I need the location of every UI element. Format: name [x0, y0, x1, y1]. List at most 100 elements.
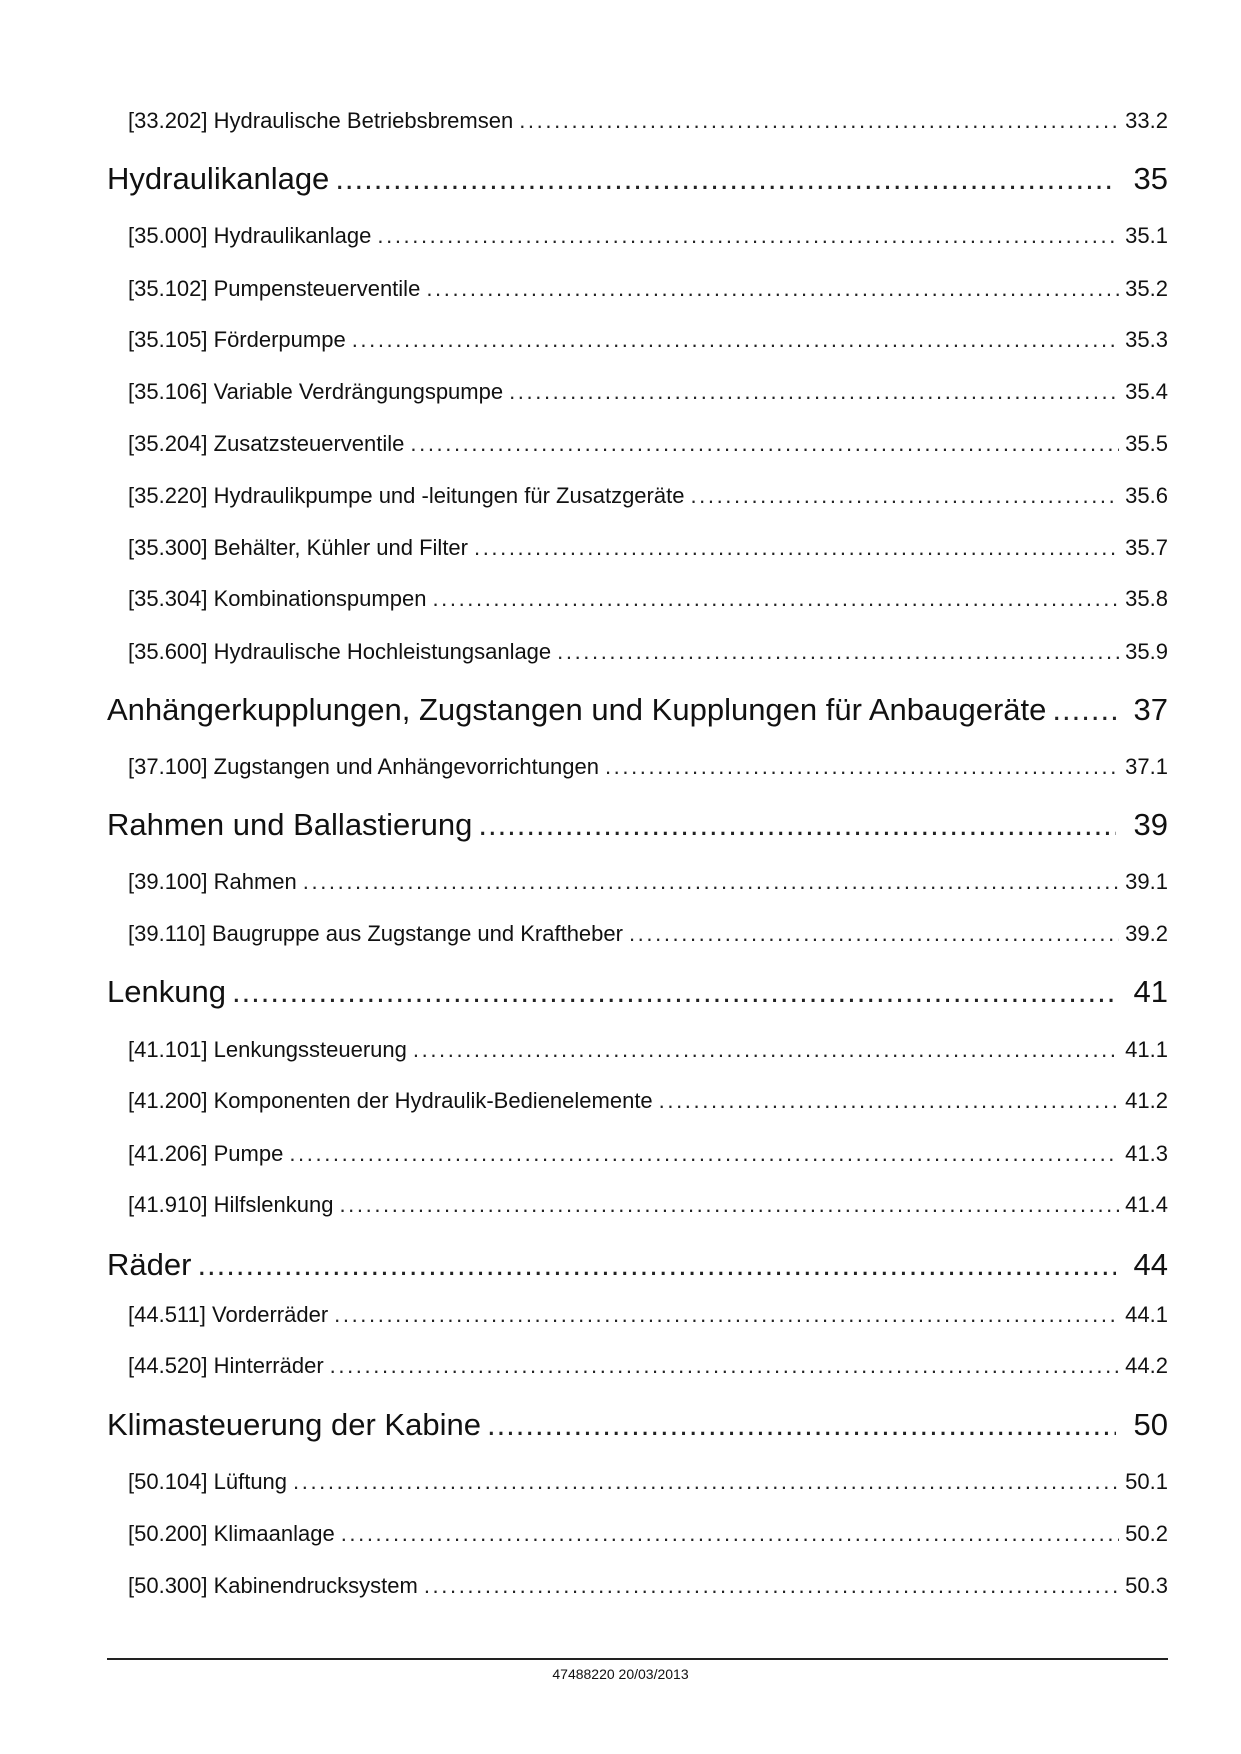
toc-section-entry[interactable]: [50.104] Lüftung........................… [128, 1469, 1168, 1499]
toc-entry-page: 41 [1133, 973, 1168, 1009]
toc-chapter-entry[interactable]: Lenkung.................................… [107, 974, 1168, 1014]
toc-chapter-entry[interactable]: Anhängerkupplungen, Zugstangen und Kuppl… [107, 692, 1168, 732]
toc-section-entry[interactable]: [41.206] Pumpe..........................… [128, 1141, 1168, 1171]
dot-leader: ........................................… [658, 1088, 1120, 1114]
toc-entry-title: [50.300] Kabinendrucksystem [128, 1572, 418, 1598]
toc-section-entry[interactable]: [35.105] Förderpumpe....................… [128, 327, 1168, 357]
toc-entry-page: 35.1 [1125, 223, 1168, 249]
toc-section-entry[interactable]: [50.300] Kabinendrucksystem.............… [128, 1573, 1168, 1603]
toc-entry-page: 44 [1133, 1246, 1168, 1282]
toc-chapter-entry[interactable]: Hydraulikanlage.........................… [107, 161, 1168, 201]
toc-entry-page: 35.2 [1125, 275, 1168, 301]
toc-entry-title: Klimasteuerung der Kabine [107, 1406, 481, 1442]
toc-entry-page: 37.1 [1125, 754, 1168, 780]
dot-leader: ........................................… [1052, 692, 1115, 728]
dot-leader: ........................................… [339, 1192, 1119, 1218]
toc-entry-title: [50.200] Klimaanlage [128, 1521, 335, 1547]
toc-entry-page: 35.6 [1125, 482, 1168, 508]
toc-section-entry[interactable]: [41.910] Hilfslenkung...................… [128, 1192, 1168, 1222]
dot-leader: ........................................… [474, 535, 1120, 561]
toc-entry-page: 44.2 [1125, 1353, 1168, 1379]
toc-section-entry[interactable]: [35.304] Kombinationspumpen.............… [128, 586, 1168, 616]
toc-entry-page: 50.3 [1125, 1572, 1168, 1598]
toc-section-entry[interactable]: [35.600] Hydraulische Hochleistungsanlag… [128, 639, 1168, 669]
toc-section-entry[interactable]: [44.511] Vorderräder....................… [128, 1302, 1168, 1332]
toc-section-entry[interactable]: [39.110] Baugruppe aus Zugstange und Kra… [128, 921, 1168, 951]
dot-leader: ........................................… [334, 1302, 1120, 1327]
toc-entry-title: [35.220] Hydraulikpumpe und -leitungen f… [128, 482, 685, 508]
dot-leader: ........................................… [690, 482, 1120, 508]
dot-leader: ........................................… [432, 586, 1119, 612]
toc-entry-page: 35.5 [1125, 431, 1168, 457]
toc-chapter-entry[interactable]: Klimasteuerung der Kabine...............… [107, 1407, 1168, 1447]
dot-leader: ........................................… [329, 1353, 1120, 1379]
toc-entry-title: Räder [107, 1246, 192, 1282]
toc-entry-page: 50 [1133, 1406, 1168, 1442]
dot-leader: ........................................… [340, 1521, 1119, 1547]
dot-leader: ........................................… [231, 973, 1116, 1009]
dot-leader: ........................................… [377, 223, 1119, 249]
dot-leader: ........................................… [519, 107, 1119, 133]
toc-section-entry[interactable]: [50.200] Klimaanlage....................… [128, 1521, 1168, 1551]
toc-entry-title: Anhängerkupplungen, Zugstangen und Kuppl… [107, 692, 1047, 728]
toc-entry-title: [33.202] Hydraulische Betriebsbremsen [128, 107, 514, 133]
dot-leader: ........................................… [335, 161, 1115, 197]
toc-entry-page: 35.3 [1125, 327, 1168, 353]
toc-section-entry[interactable]: [35.000] Hydraulikanlage................… [128, 223, 1168, 253]
toc-entry-title: [44.520] Hinterräder [128, 1353, 324, 1379]
dot-leader: ........................................… [410, 431, 1119, 457]
dot-leader: ........................................… [289, 1141, 1120, 1166]
toc-entry-page: 50.2 [1125, 1521, 1168, 1547]
toc-entry-title: [37.100] Zugstangen und Anhängevorrichtu… [128, 754, 599, 780]
toc-entry-title: Hydraulikanlage [107, 161, 330, 197]
dot-leader: ........................................… [604, 754, 1119, 780]
toc-entry-page: 41.1 [1125, 1037, 1168, 1063]
toc-section-entry[interactable]: [39.100] Rahmen.........................… [128, 869, 1168, 899]
toc-section-entry[interactable]: [35.300] Behälter, Kühler und Filter....… [128, 535, 1168, 565]
dot-leader: ........................................… [197, 1246, 1116, 1282]
toc-entry-title: [35.304] Kombinationspumpen [128, 586, 427, 612]
toc-chapter-entry[interactable]: Räder...................................… [107, 1247, 1168, 1287]
toc-section-entry[interactable]: [44.520] Hinterräder....................… [128, 1353, 1168, 1383]
toc-entry-title: [35.105] Förderpumpe [128, 327, 346, 353]
dot-leader: ........................................… [423, 1572, 1119, 1598]
toc-entry-title: [41.910] Hilfslenkung [128, 1192, 334, 1218]
toc-entry-title: [35.102] Pumpensteuerventile [128, 275, 421, 301]
toc-entry-title: [35.204] Zusatzsteuerventile [128, 431, 405, 457]
toc-section-entry[interactable]: [37.100] Zugstangen und Anhängevorrichtu… [128, 754, 1168, 784]
toc-section-entry[interactable]: [33.202] Hydraulische Betriebsbremsen...… [128, 108, 1168, 138]
dot-leader: ........................................… [478, 807, 1115, 843]
toc-entry-title: [35.000] Hydraulikanlage [128, 223, 372, 249]
toc-entry-title: [35.600] Hydraulische Hochleistungsanlag… [128, 639, 552, 665]
dot-leader: ........................................… [412, 1037, 1119, 1063]
toc-entry-title: [44.511] Vorderräder [128, 1302, 329, 1327]
toc-section-entry[interactable]: [35.106] Variable Verdrängungspumpe.....… [128, 379, 1168, 409]
toc-section-entry[interactable]: [35.204] Zusatzsteuerventile............… [128, 431, 1168, 461]
dot-leader: ........................................… [509, 378, 1119, 404]
toc-entry-page: 35.4 [1125, 378, 1168, 404]
toc-entry-title: [35.106] Variable Verdrängungspumpe [128, 378, 504, 404]
toc-entry-title: [39.110] Baugruppe aus Zugstange und Kra… [128, 920, 623, 946]
toc-entry-title: [39.100] Rahmen [128, 869, 297, 895]
toc-entry-page: 35 [1133, 161, 1168, 197]
toc-entry-title: [41.206] Pumpe [128, 1141, 284, 1166]
footer-rule [107, 1658, 1168, 1660]
toc-entry-title: [41.200] Komponenten der Hydraulik-Bedie… [128, 1088, 653, 1114]
dot-leader: ........................................… [351, 327, 1119, 353]
dot-leader: ........................................… [302, 869, 1120, 895]
footer-doc-id-date: 47488220 20/03/2013 [552, 1666, 689, 1682]
toc-section-entry[interactable]: [35.102] Pumpensteuerventile............… [128, 276, 1168, 306]
toc-entry-page: 39 [1133, 807, 1168, 843]
toc-chapter-entry[interactable]: Rahmen und Ballastierung................… [107, 807, 1168, 847]
toc-entry-page: 50.1 [1125, 1468, 1168, 1494]
toc-entry-page: 35.9 [1125, 639, 1168, 665]
toc-entry-page: 33.2 [1125, 107, 1168, 133]
toc-section-entry[interactable]: [35.220] Hydraulikpumpe und -leitungen f… [128, 483, 1168, 513]
toc-entry-title: [50.104] Lüftung [128, 1468, 288, 1494]
toc-entry-page: 39.2 [1125, 920, 1168, 946]
dot-leader: ........................................… [426, 275, 1119, 301]
toc-entry-title: Lenkung [107, 973, 226, 1009]
toc-section-entry[interactable]: [41.101] Lenkungssteuerung..............… [128, 1037, 1168, 1067]
toc-section-entry[interactable]: [41.200] Komponenten der Hydraulik-Bedie… [128, 1088, 1168, 1118]
dot-leader: ........................................… [293, 1468, 1120, 1494]
